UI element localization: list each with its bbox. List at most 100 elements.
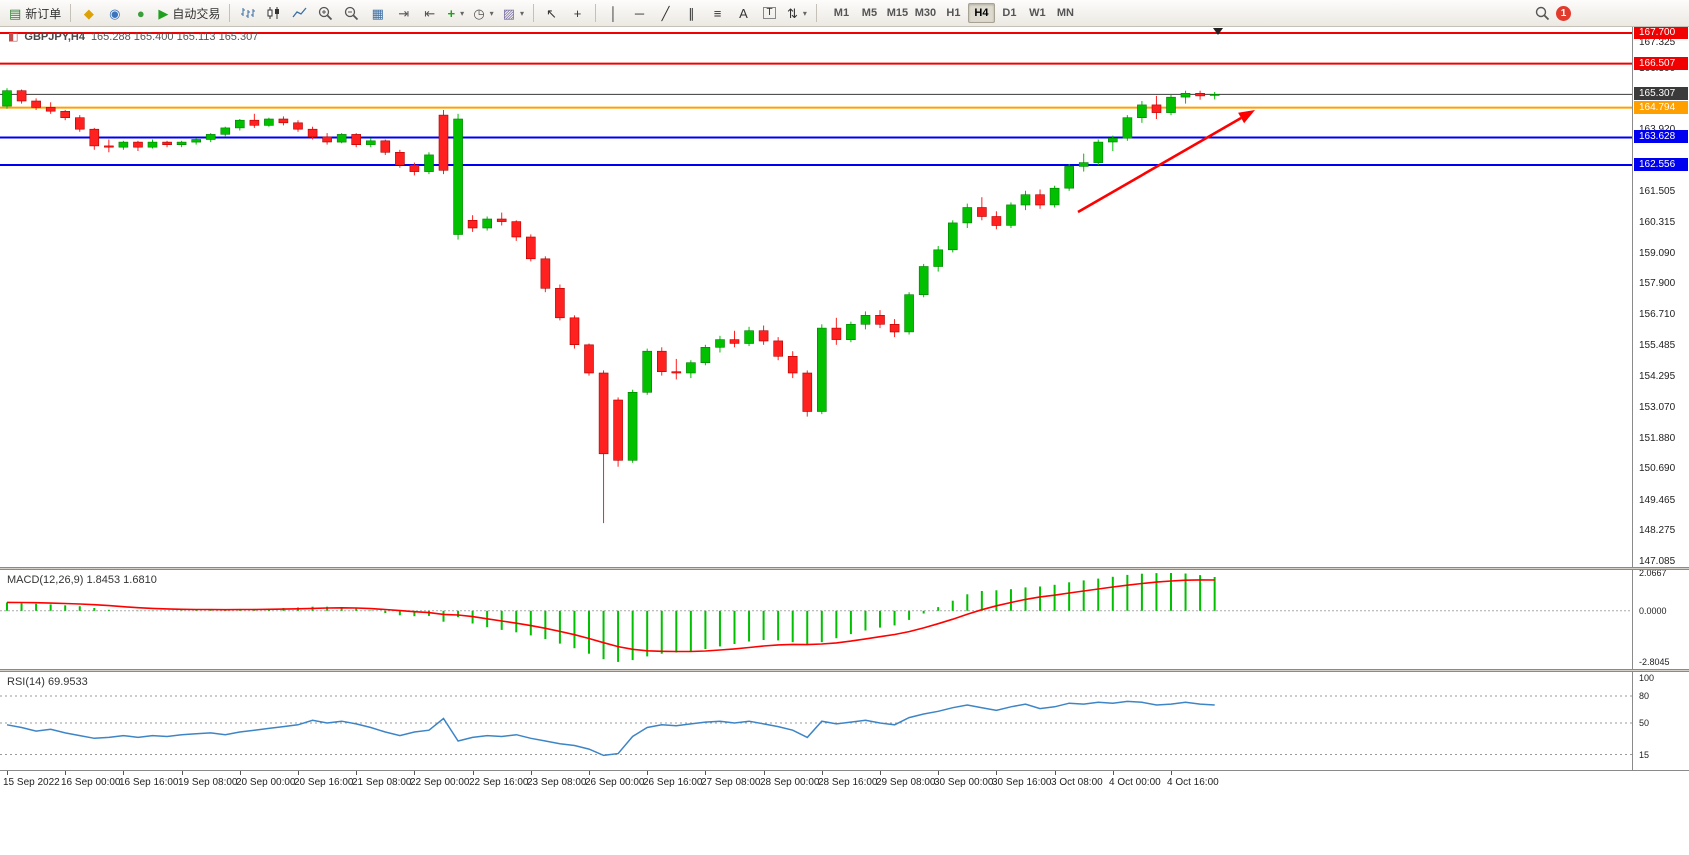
price-badge-163.628: 163.628 <box>1634 130 1688 143</box>
timeframe-button-d1[interactable]: D1 <box>1002 7 1017 19</box>
time-axis-label: 27 Sep 08:00 <box>701 777 761 788</box>
price-axis-tick: 161.505 <box>1639 186 1676 197</box>
ohlc-readout: 165.288 165.400 165.113 165.307 <box>90 31 259 43</box>
timeframe-button-h4[interactable]: H4 <box>967 3 995 23</box>
rsi-axis-label: 50 <box>1639 718 1650 728</box>
price-axis-tick: 151.880 <box>1639 433 1676 444</box>
rsi-panel[interactable]: RSI(14) 69.9533 <box>0 672 1632 770</box>
fibonacci-icon: ≡ <box>713 5 722 21</box>
channel-button[interactable]: ∥ <box>679 2 704 24</box>
separator <box>229 4 231 22</box>
zoom-out-button[interactable] <box>339 2 364 24</box>
time-axis-label: 28 Sep 16:00 <box>818 777 878 788</box>
zoom-in-button[interactable] <box>313 2 338 24</box>
time-axis-tick <box>531 771 532 775</box>
channel-icon: ∥ <box>688 5 695 21</box>
time-axis-label: 30 Sep 16:00 <box>992 777 1052 788</box>
text-label-button[interactable]: T <box>757 2 782 24</box>
macd-axis-label: 0.0000 <box>1639 606 1667 616</box>
time-axis-tick <box>240 771 241 775</box>
horizontal-line-icon: ─ <box>634 5 645 21</box>
panel-splitter[interactable] <box>0 669 1689 672</box>
chart-shift-button[interactable]: ⇤ <box>417 2 442 24</box>
time-axis[interactable]: 15 Sep 2022 16 Sep 00:00 16 Sep 16:00 19 Se… <box>0 770 1689 794</box>
rsi-chart[interactable] <box>0 672 1632 770</box>
timeframe-button-h1[interactable]: H1 <box>946 7 961 19</box>
timeframe-button-w1[interactable]: W1 <box>1029 7 1046 19</box>
arrows-button[interactable]: ⇅ ▾ <box>783 2 811 24</box>
symbol-marker-icon: ◧ <box>8 30 19 43</box>
templates-button[interactable]: ▨ ▾ <box>499 2 528 24</box>
time-axis-label: 3 Oct 08:00 <box>1051 777 1103 788</box>
time-axis-tick <box>7 771 8 775</box>
time-axis-tick <box>705 771 706 775</box>
timeframe-button-m15[interactable]: M15 <box>886 7 909 19</box>
signals-button[interactable]: ● <box>128 2 153 24</box>
templates-icon: ▨ <box>502 5 515 21</box>
vertical-line-button[interactable]: │ <box>601 2 626 24</box>
candlestick-chart[interactable] <box>0 27 1632 567</box>
time-axis-tick <box>65 771 66 775</box>
text-icon: A <box>739 5 748 21</box>
macd-chart[interactable] <box>0 570 1632 669</box>
price-axis-tick: 154.295 <box>1639 371 1676 382</box>
price-axis-tick: 160.315 <box>1639 217 1676 228</box>
text-button[interactable]: A <box>731 2 756 24</box>
autotrading-button[interactable]: ▶ 自动交易 <box>154 2 224 24</box>
time-axis-tick <box>938 771 939 775</box>
community-button[interactable]: ◉ <box>102 2 127 24</box>
time-axis-label: 4 Oct 00:00 <box>1109 777 1161 788</box>
search-button[interactable] <box>1530 2 1555 24</box>
dropdown-arrow-icon: ▾ <box>460 8 465 18</box>
search-icon <box>1535 6 1550 20</box>
macd-panel[interactable]: MACD(12,26,9) 1.8453 1.6810 <box>0 570 1632 669</box>
time-axis-label: 20 Sep 00:00 <box>236 777 296 788</box>
time-axis-label: 20 Sep 16:00 <box>294 777 354 788</box>
price-axis-tick: 148.275 <box>1639 525 1676 536</box>
separator <box>533 4 534 22</box>
price-axis-tick: 155.485 <box>1639 340 1676 351</box>
panel-splitter[interactable] <box>0 567 1689 570</box>
market-icon: ◆ <box>83 5 94 21</box>
macd-label: MACD(12,26,9) 1.8453 1.6810 <box>7 574 157 586</box>
price-axis-tick: 153.070 <box>1639 402 1676 413</box>
signals-icon: ● <box>136 5 145 21</box>
cursor-button[interactable]: ↖ <box>539 2 564 24</box>
candlestick-chart-icon <box>267 7 279 19</box>
main-chart-panel[interactable]: ◧ GBPJPY,H4 165.288 165.400 165.113 165.… <box>0 27 1632 567</box>
auto-scroll-button[interactable]: ⇥ <box>391 2 416 24</box>
horizontal-line-button[interactable]: ─ <box>627 2 652 24</box>
time-axis-label: 16 Sep 00:00 <box>61 777 121 788</box>
timeframe-button-m1[interactable]: M1 <box>833 7 850 19</box>
crosshair-icon: + <box>573 5 582 21</box>
rsi-axis-label: 15 <box>1639 750 1650 760</box>
separator <box>70 4 72 22</box>
price-axis-tick: 157.900 <box>1639 278 1676 289</box>
price-axis-tick: 167.325 <box>1639 37 1676 48</box>
macd-axis-label: 2.0667 <box>1639 568 1667 578</box>
indicators-button[interactable]: + ▾ <box>443 2 468 24</box>
rsi-axis-label: 80 <box>1639 691 1650 701</box>
new-order-button[interactable]: ▤ 新订单 <box>5 2 65 24</box>
price-axis[interactable]: 167.325166.300163.920161.505160.315159.0… <box>1633 26 1689 770</box>
autotrading-icon: ▶ <box>158 5 169 21</box>
timeframe-button-m5[interactable]: M5 <box>861 7 878 19</box>
cursor-icon: ↖ <box>546 5 557 21</box>
bar-chart-button[interactable] <box>235 2 260 24</box>
crosshair-button[interactable]: + <box>565 2 590 24</box>
timeframe-button-mn[interactable]: MN <box>1056 7 1074 19</box>
fibonacci-button[interactable]: ≡ <box>705 2 730 24</box>
market-button[interactable]: ◆ <box>76 2 101 24</box>
trendline-button[interactable]: ╱ <box>653 2 678 24</box>
vertical-line-icon: │ <box>609 5 618 21</box>
dropdown-arrow-icon: ▾ <box>519 8 524 18</box>
timeframe-button-m30[interactable]: M30 <box>914 7 937 19</box>
tile-windows-button[interactable]: ▦ <box>365 2 390 24</box>
notification-badge[interactable]: 1 <box>1556 5 1571 21</box>
time-axis-tick <box>182 771 183 775</box>
auto-scroll-icon: ⇥ <box>398 5 410 21</box>
periods-button[interactable]: ◷ ▾ <box>469 2 497 24</box>
line-chart-button[interactable] <box>287 2 312 24</box>
candlestick-chart-button[interactable] <box>261 2 286 24</box>
price-badge-162.556: 162.556 <box>1634 158 1688 171</box>
